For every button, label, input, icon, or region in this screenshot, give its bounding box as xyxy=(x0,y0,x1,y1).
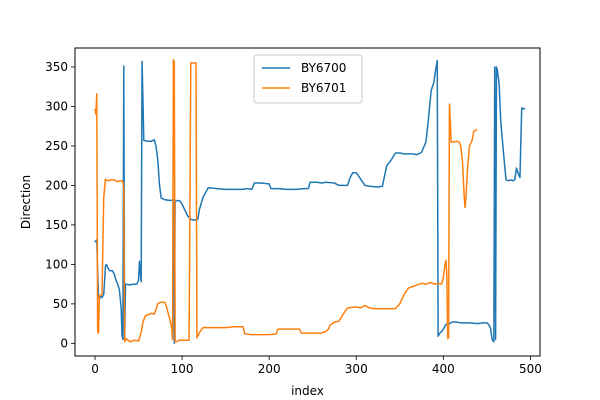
y-tick-label: 150 xyxy=(45,218,68,232)
y-tick-label: 0 xyxy=(60,336,68,350)
y-axis-label: Direction xyxy=(19,175,33,229)
ticks-layer: 0 100 200 300 400 500 0 50 100 150 200 250 300 350 xyxy=(45,60,542,376)
x-tick-label: 500 xyxy=(519,362,542,376)
series-line-by6701 xyxy=(94,59,478,343)
legend-label-by6700: BY6700 xyxy=(301,61,346,75)
x-axis-label: index xyxy=(291,384,324,398)
plot-frame xyxy=(74,47,541,357)
x-tick-label: 400 xyxy=(432,362,455,376)
y-tick-label: 50 xyxy=(53,297,68,311)
legend-frame xyxy=(253,54,363,104)
y-tick-label: 250 xyxy=(45,139,68,153)
y-tick-label: 100 xyxy=(45,257,68,271)
x-tick-label: 0 xyxy=(91,362,99,376)
legend-label-by6701: BY6701 xyxy=(301,81,346,95)
x-tick-label: 100 xyxy=(171,362,194,376)
y-tick-label: 200 xyxy=(45,178,68,192)
x-tick-label: 300 xyxy=(345,362,368,376)
y-tick-label: 300 xyxy=(45,99,68,113)
series-layer xyxy=(94,59,526,345)
legend: BY6700 BY6701 xyxy=(253,54,363,104)
y-tick-label: 350 xyxy=(45,60,68,74)
x-tick-label: 200 xyxy=(258,362,281,376)
series-line-by6700 xyxy=(94,59,526,345)
